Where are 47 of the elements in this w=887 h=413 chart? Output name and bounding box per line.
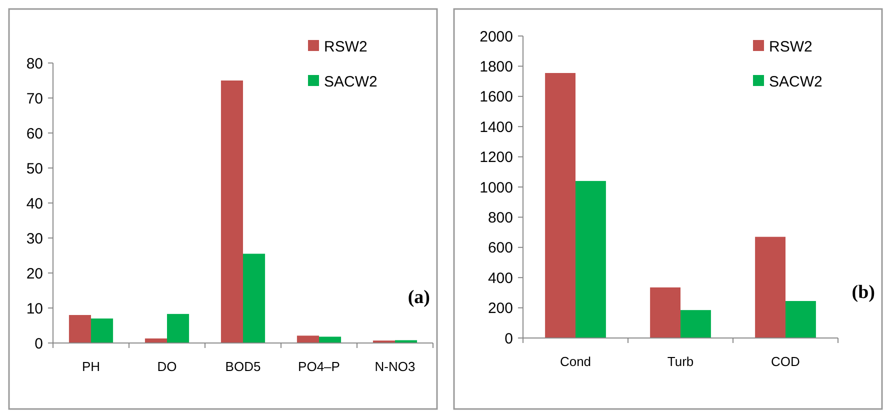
bar [68, 315, 91, 343]
x-tick-label: PO4–P [298, 359, 340, 374]
legend-label: RSW2 [769, 38, 812, 56]
y-tick-label: 1000 [480, 179, 513, 196]
y-tick-label: 80 [26, 55, 43, 72]
bar [786, 301, 816, 338]
x-tick-label: DO [157, 359, 177, 374]
y-tick-label: 2000 [480, 28, 513, 46]
bar [91, 318, 114, 343]
y-tick-label: 0 [504, 330, 513, 348]
y-tick-label: 1600 [480, 88, 513, 106]
y-tick-label: 30 [26, 230, 43, 248]
y-tick-label: 1800 [480, 58, 513, 76]
text: (b) [852, 282, 875, 303]
y-tick-label: 1400 [480, 118, 513, 136]
bar [243, 254, 266, 343]
bar [220, 80, 243, 343]
legend-label: SACW2 [769, 73, 822, 90]
x-tick-label: Turb [667, 354, 694, 369]
bar [545, 72, 576, 338]
y-tick-label: 60 [26, 125, 43, 142]
x-tick-label: COD [771, 354, 800, 369]
y-tick-label: 10 [26, 300, 43, 318]
x-tick-label: Cond [560, 354, 592, 369]
legend-label: RSW2 [324, 38, 368, 56]
y-tick-label: 50 [26, 160, 43, 178]
annotation: (a) [408, 287, 430, 308]
bar [650, 287, 680, 338]
y-tick-label: 1200 [480, 149, 513, 166]
y-tick-label: 200 [488, 300, 513, 318]
y-tick-label: 70 [26, 90, 43, 108]
x-tick-label: N-NO3 [374, 359, 416, 374]
bar [167, 314, 190, 343]
y-tick-label: 400 [488, 270, 513, 287]
legend-label: SACW2 [324, 73, 378, 90]
bar [296, 336, 319, 343]
y-tick-label: 600 [488, 240, 513, 257]
x-tick-label: BOD5 [225, 359, 261, 374]
y-tick-label: 0 [34, 335, 43, 352]
y-tick-label: 800 [488, 209, 513, 226]
bar [576, 180, 606, 338]
bar [319, 336, 342, 343]
y-tick-label: 40 [26, 195, 43, 212]
y-tick-label: 20 [26, 265, 43, 282]
bar [755, 236, 786, 338]
x-tick-label: PH [82, 359, 100, 374]
bar [680, 310, 711, 338]
